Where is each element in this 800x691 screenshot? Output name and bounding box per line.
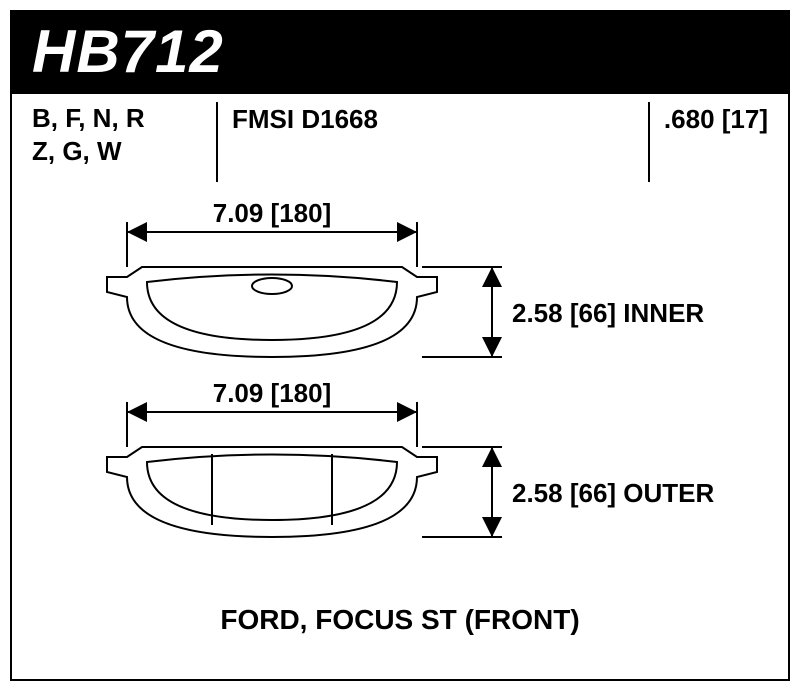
info-row: B, F, N, R Z, G, W FMSI D1668 .680 [17]	[12, 94, 788, 182]
compound-codes-line1: B, F, N, R	[32, 102, 202, 135]
outer-pad-outline	[107, 447, 437, 537]
outer-height-label: 2.58 [66] OUTER	[512, 478, 715, 508]
fmsi-code: FMSI D1668	[232, 102, 432, 135]
header-bar: HB712	[12, 12, 788, 94]
divider	[216, 102, 218, 182]
inner-height-label: 2.58 [66] INNER	[512, 298, 704, 328]
divider	[648, 102, 650, 182]
spec-sheet-frame: HB712 B, F, N, R Z, G, W FMSI D1668 .680…	[10, 10, 790, 681]
part-number: HB712	[32, 22, 768, 82]
diagram-area: 7.09 [180] 2.58 [66] INNER	[12, 182, 788, 602]
outer-pad-group: 7.09 [180] 2.58 [66] OUTER	[107, 378, 715, 537]
thickness-value: .680 [17]	[664, 102, 768, 135]
compound-codes-line2: Z, G, W	[32, 135, 202, 168]
brake-pad-diagram: 7.09 [180] 2.58 [66] INNER	[12, 182, 792, 602]
compound-codes: B, F, N, R Z, G, W	[32, 102, 202, 167]
inner-width-label: 7.09 [180]	[213, 198, 332, 228]
inner-pad-outline	[107, 267, 437, 357]
application-label: FORD, FOCUS ST (FRONT)	[12, 602, 788, 636]
outer-width-label: 7.09 [180]	[213, 378, 332, 408]
inner-pad-group: 7.09 [180] 2.58 [66] INNER	[107, 198, 704, 357]
